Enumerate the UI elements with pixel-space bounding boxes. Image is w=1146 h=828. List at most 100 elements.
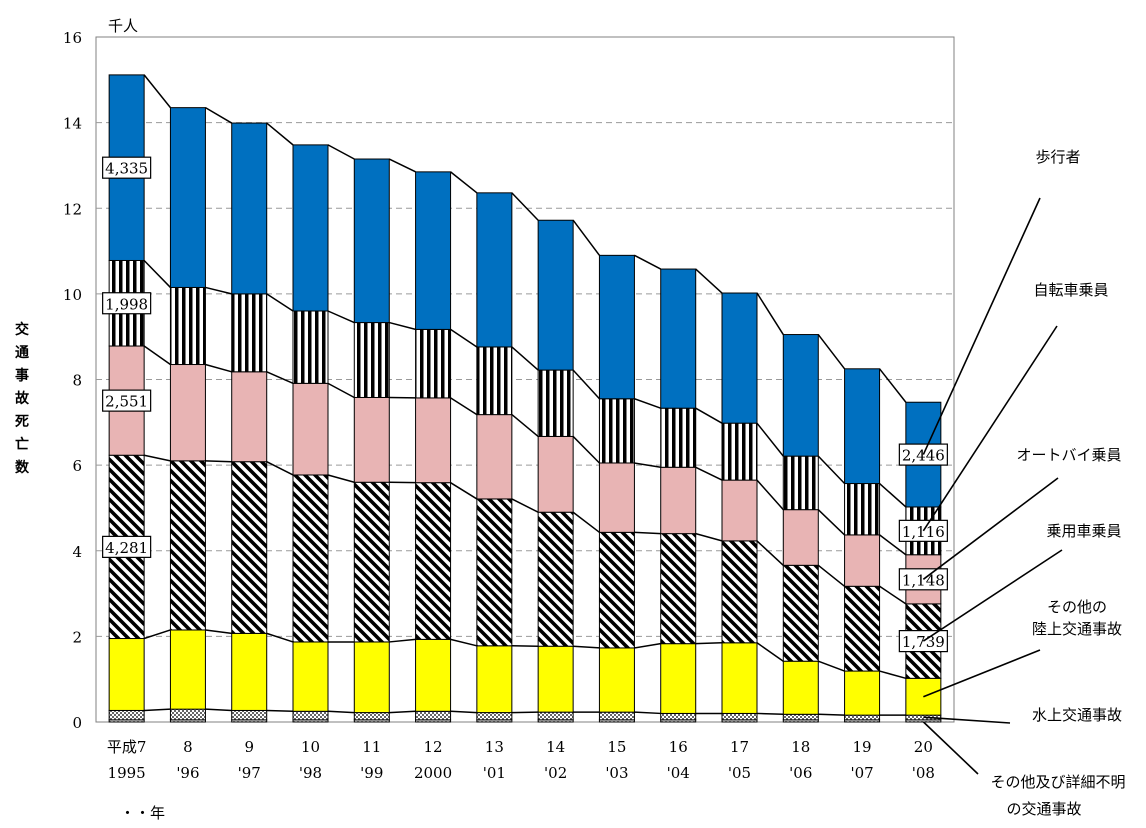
bar-segment (598, 531, 635, 649)
legend-label: オートバイ乗員 (1016, 446, 1121, 464)
legend-label: その他及び詳細不明 (990, 773, 1125, 791)
x-tick-label: 20 (914, 738, 933, 756)
bar-segment (782, 455, 819, 511)
series-connector (143, 259, 907, 508)
bar-segment (476, 346, 513, 416)
data-label: 1,998 (105, 295, 148, 313)
x-unit-label: ・・年 (120, 804, 165, 822)
bar-segment (415, 328, 452, 399)
data-label-box (102, 156, 152, 179)
bar-segment (353, 712, 390, 721)
y-title-char: 亡 (15, 436, 29, 453)
x-tick-label: 16 (669, 738, 688, 756)
bar-segment (353, 641, 390, 714)
x-tick-label: 8 (183, 738, 193, 756)
bar-segment (721, 479, 758, 542)
y-tick-label: 4 (72, 543, 82, 561)
bar-segment (231, 461, 268, 634)
bar-segment (537, 369, 574, 437)
bar-segment (660, 712, 697, 721)
bar-segment (169, 107, 206, 288)
x-tick-label-year: '01 (483, 764, 506, 782)
data-label: 1,148 (902, 571, 945, 589)
y-tick-label: 2 (72, 628, 82, 646)
bar-segment (415, 482, 452, 640)
x-tick-label: 17 (730, 738, 749, 756)
legend-label: 自転車乗員 (1033, 281, 1108, 299)
bar-segment (660, 466, 697, 535)
bar-segment (782, 660, 819, 715)
x-tick-label: 18 (791, 738, 810, 756)
x-tick-label-year: '04 (667, 764, 690, 782)
bar-segment (231, 709, 268, 721)
x-tick-label: 19 (853, 738, 872, 756)
legend-callout-line (923, 649, 1041, 698)
x-axis: 平成7 1995 8 '96 9 '97 10 '98 11 '99 12 2000 13 '01 14 '0… (107, 738, 935, 782)
data-label-box (102, 535, 152, 558)
bar-segment (782, 564, 819, 662)
data-labels: 4,335 1,998 2,551 4,281 2,446 1,116 1,148 1,739 (102, 156, 948, 653)
bar-segment (782, 334, 819, 457)
bar-segment (292, 144, 329, 312)
bar-segment (721, 422, 758, 481)
series-connector (143, 74, 907, 403)
y-tick-label: 14 (63, 115, 82, 133)
y-tick-label: 16 (63, 29, 82, 47)
bar-segment (292, 382, 329, 476)
y-title-char: 事 (15, 367, 29, 384)
legend-callout-line (922, 325, 1058, 532)
bar-segment (231, 371, 268, 463)
y-unit-label: 千人 (108, 17, 138, 35)
bar-segment (169, 629, 206, 710)
bar-segment (231, 293, 268, 373)
x-tick-label-year: 1995 (108, 764, 146, 782)
bar-segment (169, 364, 206, 462)
y-title-char: 通 (15, 345, 29, 361)
x-tick-label: 12 (424, 738, 443, 756)
y-title-char: 数 (15, 459, 30, 476)
bar-segment (844, 670, 881, 716)
bar-segment (598, 398, 635, 464)
legend-label: その他の (1047, 598, 1107, 616)
y-title-char: 交 (15, 321, 29, 338)
bar-segment (353, 322, 390, 398)
legend-label: 歩行者 (1035, 148, 1080, 166)
bar-segment (231, 632, 268, 711)
y-tick-label: 6 (72, 457, 82, 475)
bar-segment (169, 286, 206, 366)
bar-segment (353, 396, 390, 483)
bar-segment (660, 533, 697, 645)
bar-segment (598, 711, 635, 721)
legend-label: の交通事故 (1006, 800, 1081, 818)
x-tick-label-year: '05 (728, 764, 751, 782)
bar-segment (537, 435, 574, 513)
legend-label: 乗用車乗員 (1046, 522, 1121, 540)
x-tick-label-year: '99 (360, 764, 383, 782)
x-tick-label: 15 (607, 738, 626, 756)
bars (108, 74, 942, 723)
legend-label: 水上交通事故 (1032, 706, 1122, 724)
legend-callout-line (922, 721, 979, 775)
bar-segment (476, 645, 513, 714)
bar-segment (844, 585, 881, 672)
bar-segment (660, 268, 697, 409)
bar-segment (169, 460, 206, 631)
bar-segment (844, 483, 881, 536)
bar-segment (476, 192, 513, 348)
bar-segment (415, 397, 452, 484)
x-tick-label-year: '98 (299, 764, 322, 782)
bar-segment (721, 642, 758, 714)
bar-segment (476, 712, 513, 721)
bar-segment (292, 710, 329, 721)
bar-segment (844, 368, 881, 485)
bar-segment (292, 641, 329, 712)
data-label: 2,446 (902, 447, 945, 465)
x-tick-label: 13 (485, 738, 504, 756)
data-label: 1,739 (902, 633, 945, 651)
data-label: 1,116 (902, 523, 945, 541)
bar-segment (537, 219, 574, 371)
bar-segment (415, 638, 452, 712)
bar-segment (292, 310, 329, 384)
